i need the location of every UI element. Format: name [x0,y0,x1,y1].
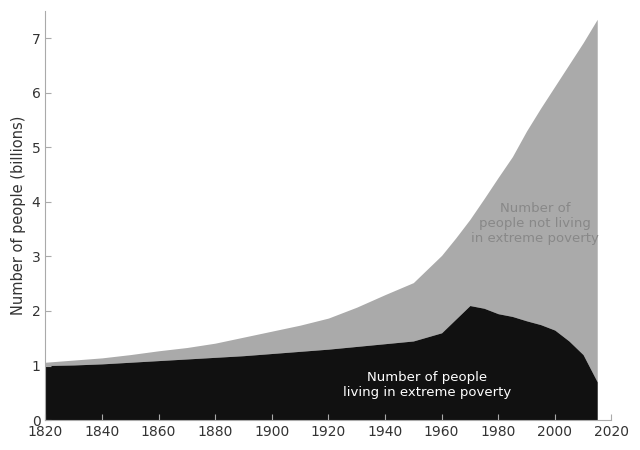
Y-axis label: Number of people (billions): Number of people (billions) [11,116,26,315]
Text: Number of
people not living
in extreme poverty: Number of people not living in extreme p… [471,202,599,245]
Text: Number of people
living in extreme poverty: Number of people living in extreme pover… [343,371,511,399]
